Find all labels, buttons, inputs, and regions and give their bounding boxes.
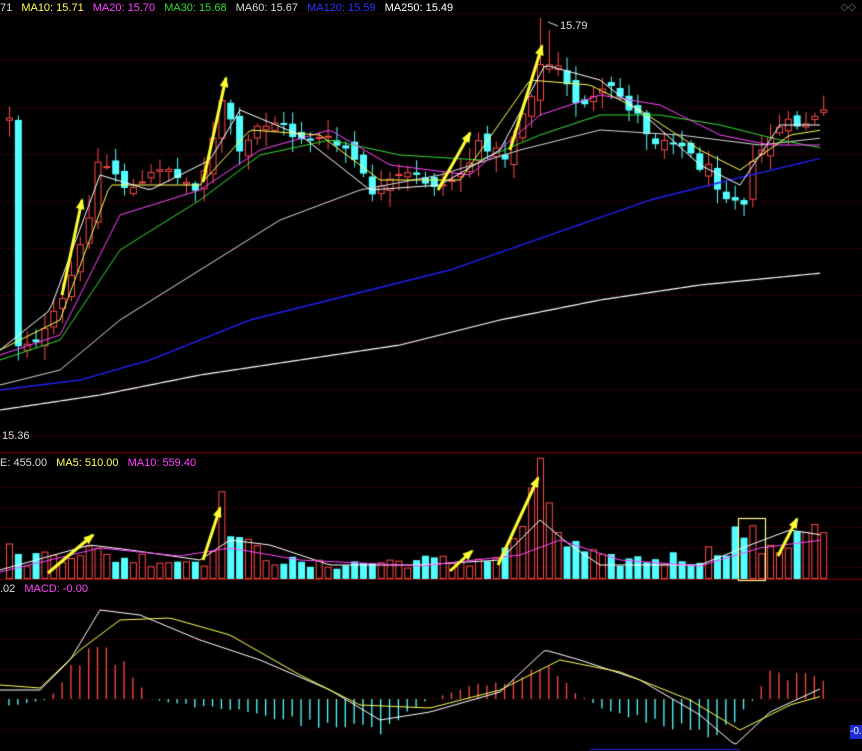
- legend-ma30: MA30: 15.68: [164, 2, 227, 14]
- volume-legend: E: 455.00 MA5: 510.00 MA10: 559.40: [0, 455, 202, 471]
- legend-ma10: MA10: 15.71: [21, 2, 84, 14]
- macd-edge-tag: -0.: [850, 725, 862, 739]
- legend-macd-prefix: .02: [0, 583, 16, 595]
- legend-ma20: MA20: 15.70: [92, 2, 156, 14]
- legend-ma60: MA60: 15.67: [235, 2, 298, 14]
- low-price-label: 15.36: [2, 430, 30, 442]
- legend-prefix: 71: [0, 2, 13, 14]
- high-price-label: 15.79: [560, 20, 588, 32]
- legend-macd: MACD: -0.00: [24, 583, 88, 595]
- legend-ma120: MA120: 15.59: [307, 2, 376, 14]
- legend-vol-ma5: MA5: 510.00: [56, 457, 119, 469]
- diamond-icon[interactable]: ◇◇: [840, 2, 856, 13]
- legend-vol-ma10: MA10: 559.40: [127, 457, 197, 469]
- macd-legend: .02 MACD: -0.00: [0, 581, 94, 597]
- legend-ma250: MA250: 15.49: [384, 2, 454, 14]
- legend-volume: E: 455.00: [0, 457, 48, 469]
- price-legend: 71 MA10: 15.71 MA20: 15.70 MA30: 15.68 M…: [0, 0, 459, 16]
